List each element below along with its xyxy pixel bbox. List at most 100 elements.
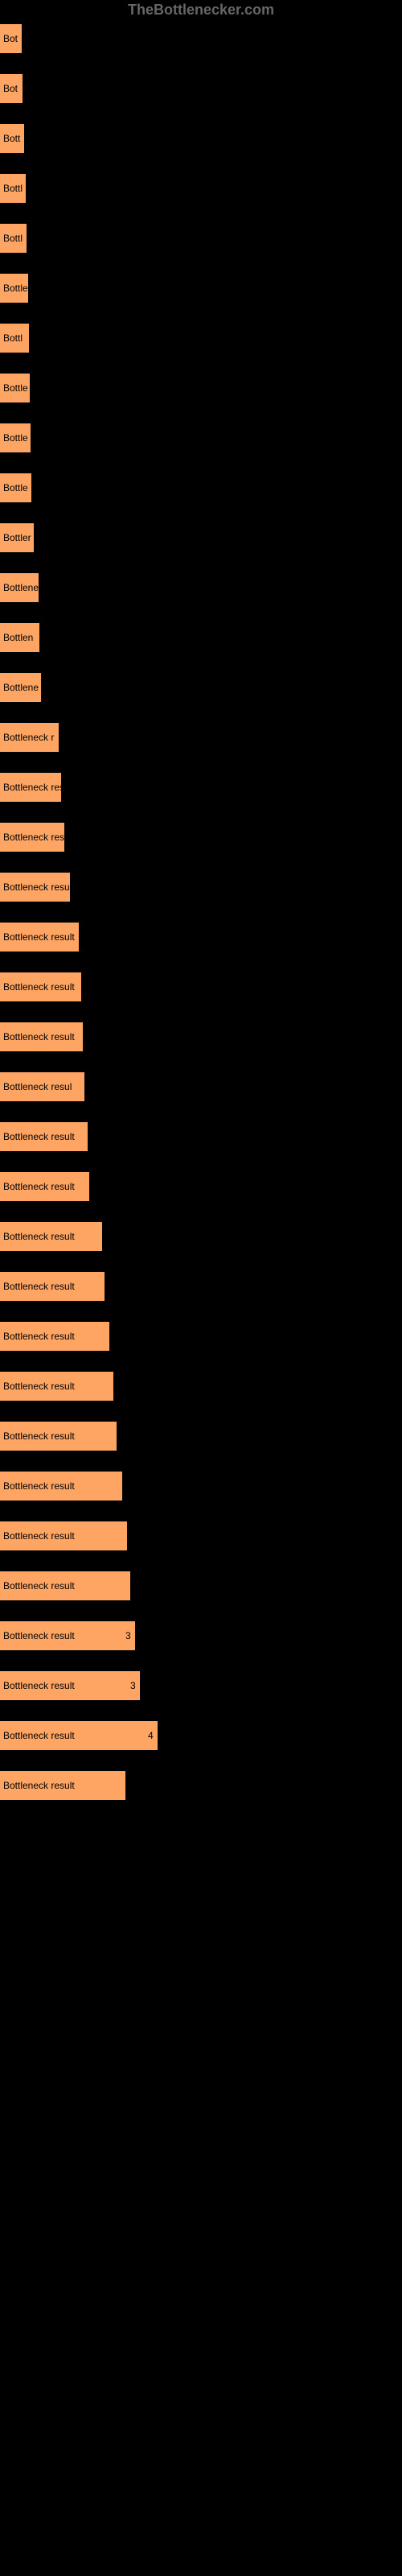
bar-row: Bottleneck result <box>0 873 402 902</box>
bar-row: Bottle <box>0 473 402 502</box>
bar-text: Bottleneck result <box>3 1231 75 1242</box>
bar-text: Bottleneck result <box>3 1031 75 1042</box>
bar-text: Bottleneck res <box>3 832 64 843</box>
bar-wrapper: Bottleneck result <box>0 1272 402 1301</box>
bar-text: Bottlen <box>3 632 33 643</box>
bar-wrapper: Bottleneck result3 <box>0 1621 402 1650</box>
bar: Bot <box>0 74 23 103</box>
bar-row: Bottleneck result <box>0 1322 402 1351</box>
bar-wrapper: Bottleneck result <box>0 1222 402 1251</box>
bar: Bot <box>0 24 22 53</box>
bar-text: Bottleneck result <box>3 1331 75 1342</box>
bar-wrapper: Bot <box>0 74 402 103</box>
bar-row: Bottlen <box>0 623 402 652</box>
bar-text: Bottleneck result <box>3 1131 75 1142</box>
bar-text: Bottleneck result <box>3 1580 75 1591</box>
bar-row: Bottle <box>0 274 402 303</box>
bar: Bottle <box>0 274 28 303</box>
bar-row: Bottleneck result <box>0 1372 402 1401</box>
bar-wrapper: Bottleneck r <box>0 723 402 752</box>
bar-wrapper: Bottleneck result <box>0 1472 402 1501</box>
bar-wrapper: Bottle <box>0 374 402 402</box>
bar: Bottleneck result <box>0 972 81 1001</box>
bar-wrapper: Bottlene <box>0 573 402 602</box>
bar: Bottleneck result <box>0 1571 130 1600</box>
bar: Bottleneck result <box>0 1172 89 1201</box>
bar-wrapper: Bott <box>0 124 402 153</box>
bar-wrapper: Bottleneck result <box>0 923 402 952</box>
bar: Bottle <box>0 374 30 402</box>
bar: Bottl <box>0 174 26 203</box>
bar-text: Bottle <box>3 432 28 444</box>
bar-text: Bot <box>3 83 18 94</box>
bar-text: Bottl <box>3 183 23 194</box>
bar-row: Bot <box>0 24 402 53</box>
bar: Bottleneck result3 <box>0 1671 140 1700</box>
bar-row: Bottl <box>0 324 402 353</box>
bar: Bottleneck resul <box>0 1072 84 1101</box>
bar-wrapper: Bottleneck resul <box>0 1072 402 1101</box>
bar-row: Bottleneck result <box>0 1472 402 1501</box>
bar-text: Bottleneck result <box>3 1381 75 1392</box>
bar: Bottl <box>0 324 29 353</box>
bar-wrapper: Bottle <box>0 423 402 452</box>
bar-text: Bottler <box>3 532 31 543</box>
bar-row: Bottleneck result <box>0 923 402 952</box>
bar-row: Bot <box>0 74 402 103</box>
bar-text: Bottl <box>3 233 23 244</box>
bar-wrapper: Bottleneck result <box>0 1521 402 1550</box>
bar-text: Bottleneck result <box>3 1480 75 1492</box>
bar-value: 3 <box>130 1680 136 1691</box>
bar-wrapper: Bottleneck result <box>0 873 402 902</box>
bar-text: Bottle <box>3 283 28 294</box>
bar-text: Bottleneck result <box>3 1430 75 1442</box>
bar-text: Bottleneck result <box>3 981 75 993</box>
bar: Bottleneck result <box>0 1521 127 1550</box>
bar: Bottle <box>0 423 31 452</box>
bar-wrapper: Bottleneck result <box>0 972 402 1001</box>
bar: Bottleneck result <box>0 1222 102 1251</box>
bar-wrapper: Bottler <box>0 523 402 552</box>
bar-row: Bottleneck result <box>0 1022 402 1051</box>
bar: Bottleneck result <box>0 1422 117 1451</box>
bar-row: Bottl <box>0 174 402 203</box>
bar-wrapper: Bot <box>0 24 402 53</box>
bar-text: Bottlene <box>3 582 39 593</box>
bar-text: Bott <box>3 133 20 144</box>
bar-row: Bottler <box>0 523 402 552</box>
bar: Bottleneck res <box>0 823 64 852</box>
bar-row: Bottlene <box>0 573 402 602</box>
bar-text: Bottleneck result <box>3 782 75 793</box>
bar-row: Bottleneck result4 <box>0 1721 402 1750</box>
bar-row: Bottl <box>0 224 402 253</box>
bar-wrapper: Bottlene <box>0 673 402 702</box>
bar: Bottlene <box>0 573 39 602</box>
bar: Bottler <box>0 523 34 552</box>
bar: Bottleneck result <box>0 1322 109 1351</box>
bar-text: Bottle <box>3 382 28 394</box>
bar: Bottleneck result <box>0 773 61 802</box>
bar: Bottleneck result <box>0 1022 83 1051</box>
bar-text: Bottleneck result <box>3 931 75 943</box>
bar: Bottle <box>0 473 31 502</box>
bar-wrapper: Bottleneck result <box>0 1022 402 1051</box>
bar-wrapper: Bottleneck result4 <box>0 1721 402 1750</box>
bar: Bottlene <box>0 673 41 702</box>
watermark-text: TheBottlenecker.com <box>128 2 274 19</box>
bar: Bottleneck result <box>0 923 79 952</box>
bar-row: Bottleneck result <box>0 1521 402 1550</box>
bar-value: 4 <box>148 1730 154 1741</box>
bar-wrapper: Bottleneck result <box>0 773 402 802</box>
bar: Bottleneck result <box>0 873 70 902</box>
bar: Bottleneck result <box>0 1771 125 1800</box>
bar-row: Bott <box>0 124 402 153</box>
bar: Bottleneck result3 <box>0 1621 135 1650</box>
bar-row: Bottleneck res <box>0 823 402 852</box>
bar-text: Bottleneck r <box>3 732 54 743</box>
bar-wrapper: Bottleneck result <box>0 1122 402 1151</box>
bar: Bottleneck r <box>0 723 59 752</box>
bar-wrapper: Bottl <box>0 224 402 253</box>
bar-wrapper: Bottlen <box>0 623 402 652</box>
bar-wrapper: Bottleneck result <box>0 1322 402 1351</box>
bar-row: Bottleneck result <box>0 773 402 802</box>
